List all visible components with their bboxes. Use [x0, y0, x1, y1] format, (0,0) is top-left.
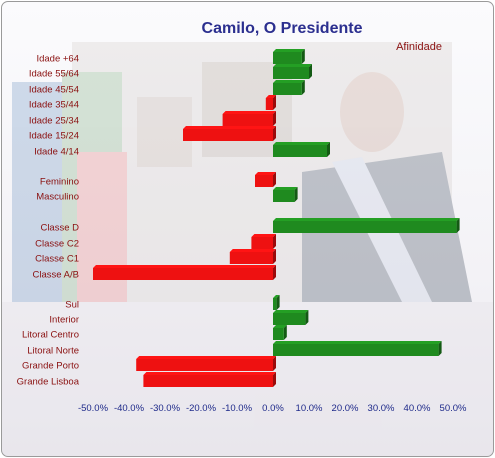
x-tick-label-3: -30.0%	[150, 403, 181, 414]
bar-18	[136, 356, 276, 371]
bar-10	[273, 218, 460, 233]
x-tick-label-4: -20.0%	[186, 403, 217, 414]
category-label-9: Masculino	[36, 192, 79, 203]
x-tick-label-9: 30.0%	[368, 403, 395, 414]
bar-3	[273, 80, 305, 95]
x-tick-label-1: -50.0%	[78, 403, 109, 414]
bar-8	[255, 172, 276, 187]
x-tick-label-10: 40.0%	[404, 403, 431, 414]
x-tick-label-6: 0.0%	[262, 403, 284, 414]
bar-17	[273, 341, 442, 356]
category-label-16: Litoral Centro	[22, 330, 79, 341]
x-tick-label-2: -40.0%	[114, 403, 145, 414]
bar-16	[273, 325, 287, 340]
category-label-18: Grande Porto	[22, 361, 79, 372]
chart-title: Camilo, O Presidente	[202, 20, 363, 37]
category-label-15: Interior	[49, 315, 79, 326]
category-label-14: Sul	[65, 300, 79, 311]
category-label-7: Idade 4/14	[34, 147, 79, 158]
category-label-2: Idade 55/64	[29, 69, 79, 80]
bar-9	[273, 187, 298, 202]
legend-entry: Afinidade	[396, 41, 442, 53]
category-labels: Idade +64 Idade 55/64 Idade 45/54 Idade 35/…	[17, 54, 80, 388]
x-tick-label-11: 50.0%	[440, 403, 467, 414]
bar-13	[93, 265, 276, 280]
bar-15	[273, 310, 309, 325]
category-label-6: Idade 15/24	[29, 131, 79, 142]
x-tick-label-8: 20.0%	[332, 403, 359, 414]
bar-1	[273, 49, 305, 64]
category-label-19: Grande Lisboa	[17, 377, 80, 388]
x-axis-tick-labels: -50.0% -40.0% -30.0% -20.0% -10.0% 0.0% 10.0% 2…	[78, 403, 467, 414]
category-label-8: Feminino	[40, 177, 79, 188]
bar-2	[273, 64, 312, 79]
category-label-4: Idade 35/44	[29, 100, 79, 111]
category-label-1: Idade +64	[36, 54, 79, 65]
bar-4	[265, 95, 276, 110]
category-label-17: Litoral Norte	[27, 346, 79, 357]
x-tick-label-7: 10.0%	[296, 403, 323, 414]
category-label-12: Classe C1	[35, 254, 79, 265]
bars-layer	[93, 49, 460, 387]
bar-5	[222, 111, 276, 126]
bar-19	[143, 372, 276, 387]
bar-11	[251, 234, 276, 249]
category-label-10: Classe D	[40, 223, 79, 234]
category-label-13: Classe A/B	[33, 270, 79, 281]
bar-14	[273, 295, 280, 310]
bar-6	[183, 126, 276, 141]
bar-7	[273, 142, 330, 157]
category-label-5: Idade 25/34	[29, 116, 79, 127]
category-label-3: Idade 45/54	[29, 85, 79, 96]
x-tick-label-5: -10.0%	[222, 403, 253, 414]
bar-12	[229, 249, 276, 264]
category-label-11: Classe C2	[35, 239, 79, 250]
